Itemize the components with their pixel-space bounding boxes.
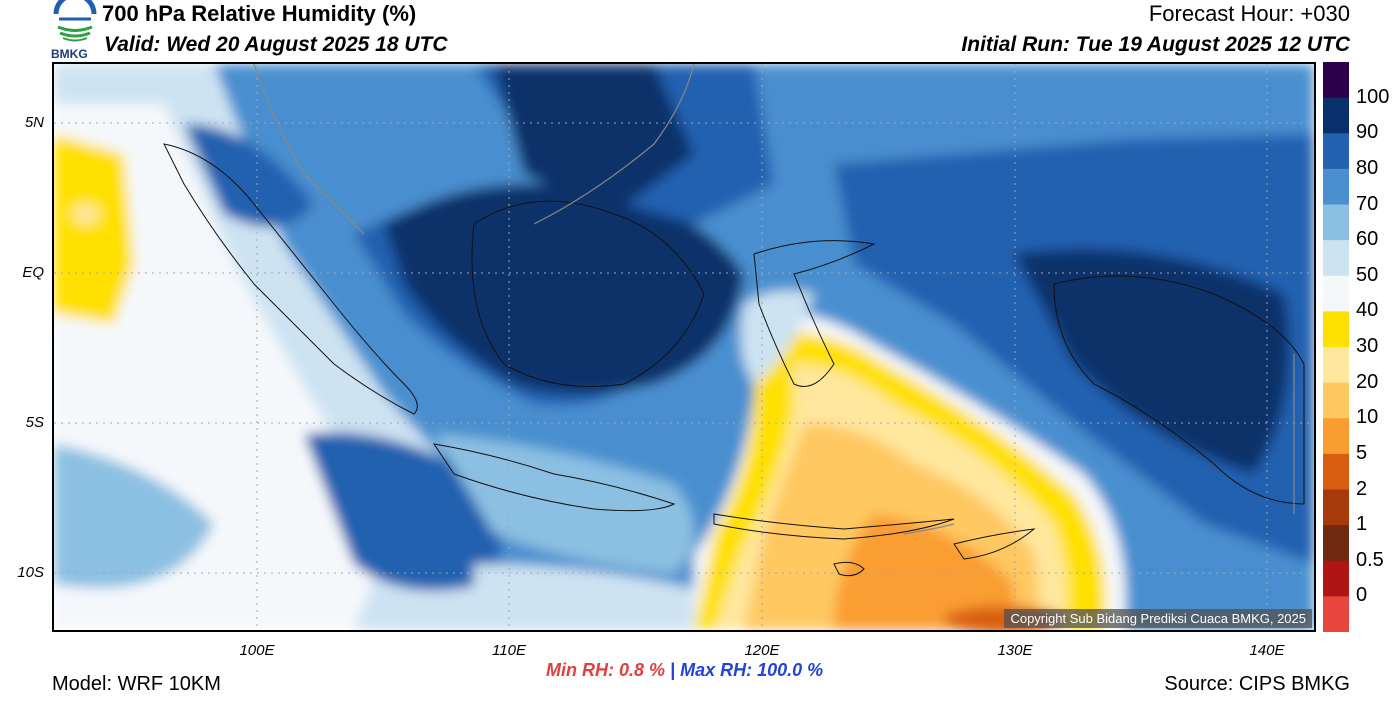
color-legend-label: 70 <box>1356 192 1379 215</box>
lon-label-130e: 130E <box>997 642 1033 659</box>
lat-label-5n: 5N <box>24 114 44 131</box>
lat-label-5s: 5S <box>25 414 44 431</box>
color-legend <box>1323 62 1349 632</box>
max-rh: Max RH: 100.0 % <box>680 660 824 680</box>
min-rh: Min RH: 0.8 % <box>546 660 666 680</box>
color-legend-label: 30 <box>1356 335 1379 357</box>
color-legend-label: 5 <box>1356 441 1368 464</box>
graticule <box>54 64 1314 630</box>
humidity-field <box>54 64 1314 630</box>
color-legend-label: 40 <box>1356 299 1379 322</box>
color-legend-label: 90 <box>1356 121 1379 144</box>
forecast-hour: Forecast Hour: +030 <box>1148 1 1350 26</box>
copyright-notice: Copyright Sub Bidang Prediksi Cuaca BMKG… <box>1004 609 1312 628</box>
color-legend-label: 0 <box>1356 584 1368 607</box>
coastlines <box>163 143 1305 577</box>
lon-label-140e: 140E <box>1249 642 1285 659</box>
color-legend-swatch <box>1323 596 1349 632</box>
model-label: Model: WRF 10KM <box>52 673 221 695</box>
color-legend-swatch <box>1323 382 1349 419</box>
color-legend-swatch <box>1323 168 1349 206</box>
color-legend-swatch <box>1323 97 1349 134</box>
color-legend-swatch <box>1323 453 1349 491</box>
color-legend-label: 50 <box>1356 263 1379 286</box>
logo-text: BMKG <box>51 47 88 61</box>
lon-label-110e: 110E <box>492 642 526 659</box>
color-legend-swatch <box>1323 133 1349 170</box>
borders <box>253 64 1295 535</box>
color-legend-label: 0.5 <box>1356 548 1384 571</box>
color-legend-swatch <box>1323 311 1349 348</box>
color-legend-swatch <box>1323 62 1349 99</box>
color-legend-label: 20 <box>1356 370 1379 393</box>
min-max-stats: Min RH: 0.8 % | Max RH: 100.0 % <box>546 660 823 681</box>
color-legend-label: 10 <box>1356 406 1379 429</box>
color-legend-label: 2 <box>1356 477 1368 500</box>
stats-separator: | <box>670 660 676 680</box>
color-legend-swatch <box>1323 204 1349 241</box>
bmkg-logo-icon <box>53 0 97 42</box>
bmkg-logo: BMKG <box>50 0 100 62</box>
color-legend-swatch <box>1323 560 1349 597</box>
lat-label-10s: 10S <box>17 564 44 581</box>
source-label: Source: CIPS BMKG <box>1164 673 1350 695</box>
color-legend-swatch <box>1323 240 1349 277</box>
valid-time: Valid: Wed 20 August 2025 18 UTC <box>104 33 448 56</box>
lat-label-eq: EQ <box>22 264 44 281</box>
color-legend-label: 1 <box>1356 513 1368 536</box>
humidity-map: Copyright Sub Bidang Prediksi Cuaca BMKG… <box>52 62 1316 632</box>
color-legend-swatch <box>1323 347 1349 384</box>
initial-run: Initial Run: Tue 19 August 2025 12 UTC <box>961 33 1350 56</box>
color-legend-swatch <box>1323 418 1349 455</box>
lon-label-120e: 120E <box>744 642 780 659</box>
color-legend-label: 60 <box>1356 228 1379 251</box>
color-legend-swatch <box>1323 275 1349 312</box>
color-legend-label: 80 <box>1356 156 1379 179</box>
color-legend-swatch <box>1323 525 1349 562</box>
color-legend-label: 100 <box>1356 85 1390 108</box>
map-title: 700 hPa Relative Humidity (%) <box>102 1 417 26</box>
color-legend-swatch <box>1323 489 1349 526</box>
lon-label-100e: 100E <box>239 642 275 659</box>
